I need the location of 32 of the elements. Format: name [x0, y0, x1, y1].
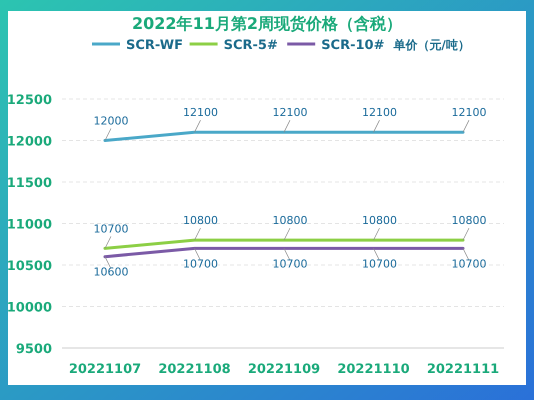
data-label: 12100: [183, 106, 218, 120]
y-tick-label: 10500: [6, 259, 52, 274]
data-label: 10800: [362, 214, 397, 228]
y-tick-label: 11000: [6, 218, 52, 232]
data-label: 10800: [183, 214, 218, 228]
data-label: 10700: [452, 257, 486, 270]
legend-label: SCR-WF: [126, 38, 183, 53]
legend-label: SCR-10#: [321, 38, 385, 53]
y-tick-label: 10000: [6, 300, 52, 316]
data-label: 10700: [183, 257, 218, 270]
data-label: 10700: [272, 257, 308, 270]
legend-label: SCR-5#: [224, 38, 278, 53]
data-label: 12100: [272, 106, 308, 120]
y-tick-label: 12000: [6, 134, 52, 150]
data-label: 10800: [452, 214, 486, 228]
x-tick-label: 20221111: [426, 362, 500, 377]
x-tick-label: 20221109: [248, 362, 320, 377]
y-tick-label: 9500: [16, 342, 52, 357]
y-axis-title: 单价（元/吨）: [392, 38, 470, 52]
data-label: 12100: [362, 106, 397, 120]
data-label: 10600: [94, 266, 128, 279]
x-tick-label: 20221110: [337, 362, 410, 377]
data-label: 10700: [362, 257, 397, 270]
data-label: 12100: [452, 106, 486, 120]
y-tick-label: 12500: [6, 93, 52, 108]
data-label: 10800: [272, 214, 308, 228]
x-tick-label: 20221107: [68, 362, 142, 377]
data-label: 10700: [94, 222, 128, 236]
y-tick-label: 11500: [6, 176, 52, 191]
chart-title: 2022年11月第2周现货价格（含税）: [132, 14, 402, 33]
x-tick-label: 20221108: [158, 362, 231, 377]
data-label: 12000: [94, 114, 128, 128]
